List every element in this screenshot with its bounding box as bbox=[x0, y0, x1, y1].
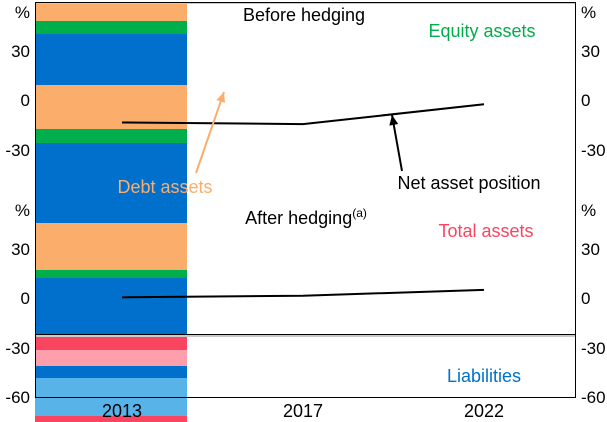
footnote-marker: (a) bbox=[352, 206, 367, 220]
bar-segment bbox=[35, 349, 187, 366]
y-axis-tick-label: 0 bbox=[581, 91, 591, 110]
y-axis-unit-right: % bbox=[581, 201, 597, 220]
y-axis-tick-label: -30 bbox=[581, 140, 606, 160]
gridline bbox=[35, 3, 576, 4]
panel-title-after-text: After hedging bbox=[245, 208, 353, 228]
y-axis-unit-left: % bbox=[14, 201, 30, 220]
x-axis-year-label: 2013 bbox=[101, 401, 143, 421]
bar-segment bbox=[35, 337, 187, 350]
y-axis-unit-left: % bbox=[14, 3, 30, 22]
legend-equity-assets: Equity assets bbox=[428, 21, 536, 41]
y-axis-tick-label: 30 bbox=[581, 41, 600, 61]
y-axis-tick-label: 0 bbox=[20, 289, 30, 308]
y-axis-tick-label: -30 bbox=[5, 140, 30, 160]
bar-segment bbox=[35, 129, 187, 143]
x-axis-year-label: 2017 bbox=[282, 401, 324, 421]
legend-debt-assets: Debt assets bbox=[117, 177, 213, 197]
x-axis-year-label: 2022 bbox=[463, 401, 505, 421]
bar-segment bbox=[35, 84, 187, 130]
legend-liabilities: Liabilities bbox=[446, 366, 522, 386]
y-axis-tick-label: 30 bbox=[11, 41, 30, 61]
legend-total-assets: Total assets bbox=[438, 221, 534, 241]
bar-segment bbox=[35, 277, 187, 334]
panel-title-after-hedging: After hedging(a) bbox=[245, 206, 367, 228]
legend-net-asset-position: Net asset position bbox=[397, 173, 541, 193]
y-axis-unit-right: % bbox=[581, 3, 597, 22]
bar-segment bbox=[35, 416, 187, 422]
bar-segment bbox=[35, 269, 187, 278]
panel-title-before-hedging: Before hedging bbox=[242, 5, 366, 25]
y-axis-tick-label: -60 bbox=[5, 388, 30, 407]
y-axis-tick-label: -30 bbox=[581, 338, 606, 358]
bar-segment bbox=[35, 142, 187, 224]
y-axis-tick-label: 0 bbox=[581, 289, 591, 308]
y-axis-tick-label: 30 bbox=[581, 239, 600, 259]
y-axis-tick-label: -60 bbox=[581, 388, 606, 407]
gridline bbox=[35, 336, 576, 338]
bar-segment bbox=[35, 33, 187, 85]
bar-segment bbox=[35, 366, 187, 379]
y-axis-tick-label: 0 bbox=[20, 91, 30, 110]
bar-segment bbox=[35, 4, 187, 21]
zero-line bbox=[35, 333, 576, 336]
y-axis-tick-label: -30 bbox=[5, 338, 30, 358]
gridline bbox=[35, 335, 576, 337]
plot-area bbox=[35, 2, 576, 422]
bar-segment bbox=[35, 223, 187, 270]
y-axis-tick-label: 30 bbox=[11, 239, 30, 259]
bar-segment bbox=[35, 20, 187, 34]
